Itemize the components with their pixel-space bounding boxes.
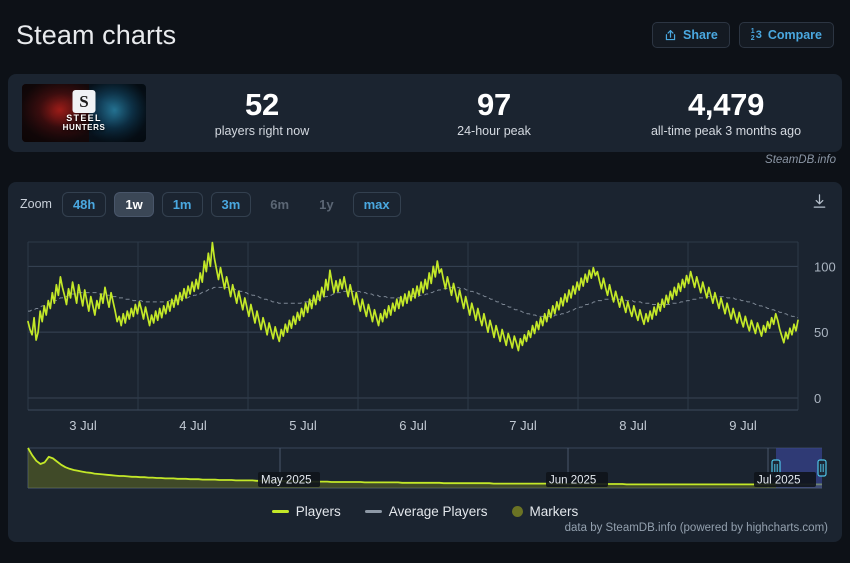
zoom-button-6m: 6m xyxy=(270,196,290,212)
legend-label: Average Players xyxy=(388,503,488,519)
steamdb-watermark: SteamDB.info xyxy=(765,154,836,166)
navigator-label-bg xyxy=(754,472,816,487)
y-axis-tick-label: 0 xyxy=(814,391,821,406)
legend-line-icon xyxy=(271,509,289,513)
x-axis-tick-label: 8 Jul xyxy=(619,418,647,430)
game-title-line2: HUNTERS xyxy=(62,123,106,132)
legend-dot-icon xyxy=(511,505,523,517)
zoom-label: Zoom xyxy=(20,197,52,211)
chart-svg: 0 50 100 3 Jul 4 Jul 5 Jul 6 Jul 7 Jul 8 Jul 9 Ju… xyxy=(27,241,836,433)
steel-hunters-logo-icon: S xyxy=(72,90,96,113)
stat-value: 52 xyxy=(245,87,279,122)
zoom-button-group: 48h 1w 1m 3m 6m 1y max xyxy=(61,191,401,217)
x-axis-tick-label: 9 Jul xyxy=(729,418,757,430)
y-axis-tick-label: 100 xyxy=(814,259,836,274)
zoom-controls: Zoom 48h 1w 1m 3m 6m 1y max xyxy=(20,191,830,217)
chart-card: Zoom 48h 1w 1m 3m 6m 1y max 0 50 100 3 Jul 4 Jul 5 … xyxy=(8,182,842,542)
chart-legend: Players Average Players Markers xyxy=(8,500,842,522)
x-axis-tick-label: 4 Jul xyxy=(179,418,207,430)
zoom-button-max[interactable]: max xyxy=(352,191,401,217)
game-title-art: STEEL HUNTERS xyxy=(63,113,106,133)
stats-panel: S STEEL HUNTERS 52 players right now 97 … xyxy=(8,74,842,152)
stat-24h-peak: 97 24-hour peak xyxy=(378,87,610,139)
y-axis-tick-label: 50 xyxy=(814,325,828,340)
zoom-button-1y: 1y xyxy=(319,196,334,212)
navigator-series-line xyxy=(27,447,822,486)
navigator-handle-right[interactable] xyxy=(817,459,827,477)
navigator-area xyxy=(28,448,822,488)
zoom-button-3m[interactable]: 3m xyxy=(210,191,252,217)
chart-credit: data by SteamDB.info (powered by highcha… xyxy=(564,522,828,534)
navigator-tick-label: Jun 2025 xyxy=(549,475,596,487)
game-title-line1: STEEL xyxy=(66,113,102,123)
navigator-tick-label: Jul 2025 xyxy=(757,475,800,487)
legend-label: Markers xyxy=(529,503,579,519)
share-button[interactable]: Share xyxy=(652,22,730,48)
x-axis-tick-label: 6 Jul xyxy=(399,418,427,430)
stat-label: all-time peak 3 months ago xyxy=(650,124,802,138)
stat-players-now: 52 players right now xyxy=(146,87,378,139)
series-players xyxy=(27,241,799,352)
stat-label: 24-hour peak xyxy=(457,124,531,138)
x-axis-tick-label: 5 Jul xyxy=(289,418,317,430)
zoom-button-1m[interactable]: 1m xyxy=(161,191,203,217)
page-title: Steam charts xyxy=(16,19,177,50)
x-axis-tick-label: 7 Jul xyxy=(509,418,537,430)
stat-all-time-peak: 4,479 all-time peak 3 months ago xyxy=(610,87,842,139)
legend-line-icon xyxy=(364,509,382,513)
series-average-players xyxy=(28,286,798,319)
legend-item-markers[interactable]: Markers xyxy=(511,503,579,519)
download-icon[interactable] xyxy=(809,191,830,217)
stat-value: 4,479 xyxy=(687,87,765,122)
stat-label: players right now xyxy=(214,124,310,138)
main-chart-plot[interactable]: 0 50 100 3 Jul 4 Jul 5 Jul 6 Jul 7 Jul 8 Jul 9 Ju… xyxy=(8,230,842,433)
share-label: Share xyxy=(683,28,718,42)
legend-item-average-players[interactable]: Average Players xyxy=(364,503,488,519)
legend-label: Players xyxy=(295,503,341,519)
game-thumbnail[interactable]: S STEEL HUNTERS xyxy=(22,84,146,142)
zoom-button-1w[interactable]: 1w xyxy=(114,191,154,217)
chart-navigator[interactable]: May 2025 Jun 2025 Jul 2025 xyxy=(8,444,842,496)
navigator-tick-label: May 2025 xyxy=(261,475,312,487)
compare-label: Compare xyxy=(767,28,822,42)
x-axis-tick-label: 3 Jul xyxy=(69,418,97,430)
navigator-label-bg xyxy=(258,472,320,487)
zoom-button-48h[interactable]: 48h xyxy=(61,191,107,217)
share-icon xyxy=(664,29,677,42)
navigator-svg: May 2025 Jun 2025 Jul 2025 xyxy=(27,447,827,489)
legend-item-players[interactable]: Players xyxy=(271,503,341,519)
navigator-label-bg xyxy=(546,472,608,487)
stat-value: 97 xyxy=(477,87,511,122)
